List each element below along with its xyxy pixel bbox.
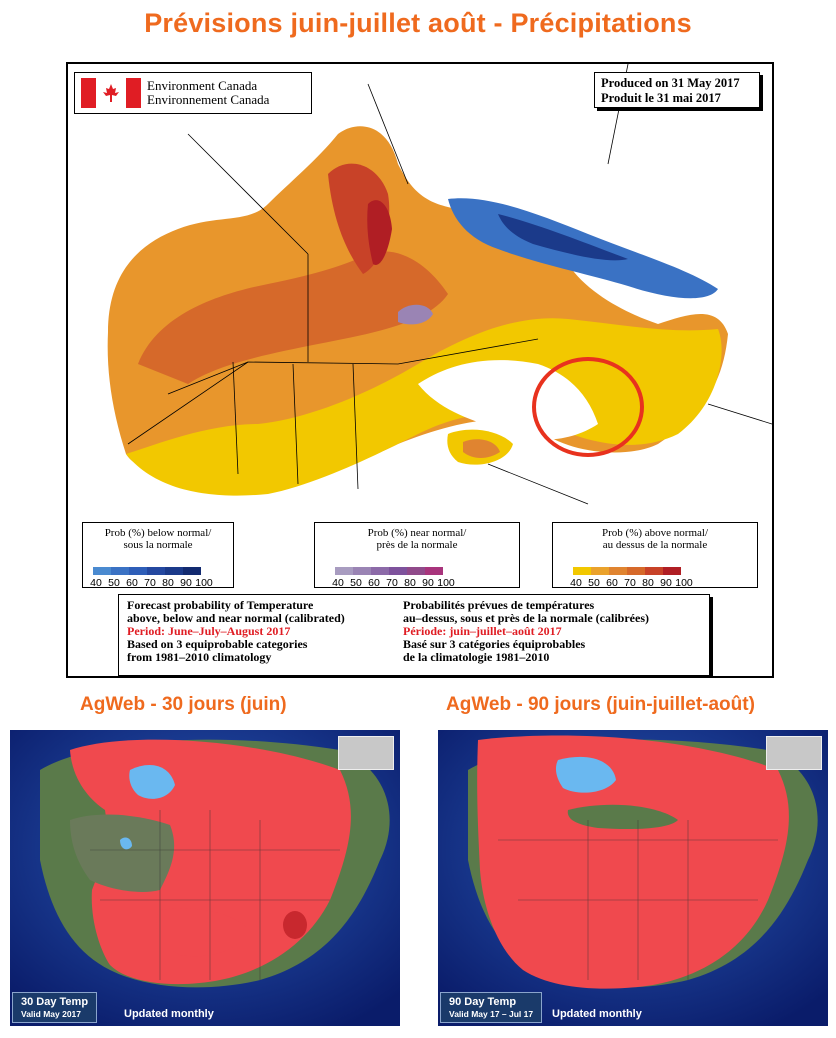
legend-below-swatches	[93, 567, 201, 575]
forecast-en-line1: Forecast probability of Temperature	[127, 598, 314, 612]
legend-swatch	[645, 567, 663, 575]
legend-tick: 100	[437, 577, 455, 589]
legend-below-normal: Prob (%) below normal/ sous la normale 4…	[82, 522, 234, 589]
legend-near-swatches	[335, 567, 443, 575]
ec-forecast-map: Environment Canada Environnement Canada …	[66, 62, 774, 678]
above-normal-area-30	[70, 739, 351, 985]
legend-swatch	[165, 567, 183, 575]
legend-below-title-fr: sous la normale	[123, 539, 193, 551]
environment-canada-logo: Environment Canada Environnement Canada	[74, 72, 312, 114]
legend-swatch	[627, 567, 645, 575]
highlight-circle	[532, 357, 644, 457]
legend-swatch	[93, 567, 111, 575]
legend-swatch	[353, 567, 371, 575]
legend-tick: 50	[350, 577, 362, 589]
forecast-fr-line2: au–dessus, sous et près de la normale (c…	[403, 611, 649, 625]
forecast-fr-period: Période: juin–juillet–août 2017	[403, 624, 562, 638]
legend-tick: 100	[195, 577, 213, 589]
legend-swatch	[389, 567, 407, 575]
legend-tick: 80	[642, 577, 654, 589]
forecast-fr: Probabilités prévues de températures au–…	[403, 599, 649, 664]
agweb-90-map: 90 Day Temp Valid May 17 – Jul 17 Update…	[438, 730, 828, 1026]
legend-swatch	[407, 567, 425, 575]
legend-swatch	[183, 567, 201, 575]
legend-swatch	[129, 567, 147, 575]
agweb-90-graphic	[438, 730, 828, 1026]
legend-tick: 70	[386, 577, 398, 589]
agweb-90-label-title: 90 Day Temp	[449, 996, 517, 1008]
forecast-fr-line5: de la climatologie 1981–2010	[403, 650, 550, 664]
legend-tick: 70	[624, 577, 636, 589]
agweb-90-label: 90 Day Temp Valid May 17 – Jul 17	[440, 992, 543, 1023]
legend-below-ticks: 40 50 60 70 80 90 100	[87, 577, 213, 589]
us-map-icon	[338, 736, 394, 770]
legend-tick: 50	[108, 577, 120, 589]
forecast-fr-line1: Probabilités prévues de températures	[403, 598, 595, 612]
legend-tick: 60	[126, 577, 138, 589]
agweb-30-label: 30 Day Temp Valid May 2017	[12, 992, 98, 1023]
agweb-90-updated: Updated monthly	[552, 1008, 642, 1020]
legend-tick: 80	[404, 577, 416, 589]
agency-name-en: Environment Canada	[147, 78, 258, 93]
legend-near-title-en: Prob (%) near normal/	[367, 527, 467, 539]
page-title: Prévisions juin-juillet août - Précipita…	[144, 8, 692, 38]
agweb-30-map: 30 Day Temp Valid May 2017 Updated month…	[10, 730, 400, 1026]
legend-tick: 70	[144, 577, 156, 589]
produced-en: Produced on 31 May 2017	[601, 76, 740, 90]
legend-swatch	[147, 567, 165, 575]
legend-below-title-en: Prob (%) below normal/	[104, 527, 212, 539]
legend-swatch	[573, 567, 591, 575]
produced-fr: Produit le 31 mai 2017	[601, 91, 721, 105]
legend-tick: 40	[332, 577, 344, 589]
canada-flag-icon	[81, 78, 141, 108]
legend-swatch	[425, 567, 443, 575]
legend-tick: 40	[90, 577, 102, 589]
agency-name-fr: Environnement Canada	[147, 92, 270, 107]
us-map-icon	[766, 736, 822, 770]
forecast-en-period: Period: June–July–August 2017	[127, 624, 291, 638]
legend-swatch	[371, 567, 389, 575]
legend-near-title-fr: près de la normale	[376, 539, 458, 551]
forecast-en-line2: above, below and near normal (calibrated…	[127, 611, 345, 625]
forecast-fr-line4: Basé sur 3 catégories équiprobables	[403, 637, 586, 651]
legend-above-ticks: 40 50 60 70 80 90 100	[567, 577, 693, 589]
legend-above-title-en: Prob (%) above normal/	[602, 527, 708, 539]
forecast-description: Forecast probability of Temperature abov…	[118, 594, 710, 676]
legend-above-swatches	[573, 567, 681, 575]
agweb-30-valid: Valid May 2017	[21, 1009, 82, 1019]
legend-swatch	[591, 567, 609, 575]
agweb-30-label-title: 30 Day Temp	[21, 996, 89, 1008]
legend-swatch	[609, 567, 627, 575]
agweb-90-valid: Valid May 17 – Jul 17	[449, 1009, 534, 1019]
legend-tick: 80	[162, 577, 174, 589]
legend-tick: 40	[570, 577, 582, 589]
agweb-90-title: AgWeb - 90 jours (juin-juillet-août)	[446, 694, 755, 715]
forecast-en: Forecast probability of Temperature abov…	[127, 599, 345, 664]
legend-near-ticks: 40 50 60 70 80 90 100	[329, 577, 455, 589]
legend-tick: 50	[588, 577, 600, 589]
legend-tick: 90	[422, 577, 434, 589]
legend-tick: 90	[660, 577, 672, 589]
legend-tick: 60	[606, 577, 618, 589]
produced-date-box: Produced on 31 May 2017 Produit le 31 ma…	[594, 72, 760, 108]
agweb-30-title: AgWeb - 30 jours (juin)	[80, 694, 287, 715]
legend-above-normal: Prob (%) above normal/ au dessus de la n…	[552, 522, 758, 589]
legend-tick: 60	[368, 577, 380, 589]
legend-swatch	[663, 567, 681, 575]
legend-swatch	[111, 567, 129, 575]
legend-tick: 100	[675, 577, 693, 589]
above-normal-area-90	[477, 735, 789, 989]
forecast-en-line5: from 1981–2010 climatology	[127, 650, 272, 664]
legend-swatch	[335, 567, 353, 575]
legend-tick: 90	[180, 577, 192, 589]
legend-above-title-fr: au dessus de la normale	[602, 539, 708, 551]
agweb-30-updated: Updated monthly	[124, 1008, 214, 1020]
forecast-en-line4: Based on 3 equiprobable categories	[127, 637, 308, 651]
legend-near-normal: Prob (%) near normal/ près de la normale…	[314, 522, 520, 589]
agweb-30-graphic	[10, 730, 400, 1026]
